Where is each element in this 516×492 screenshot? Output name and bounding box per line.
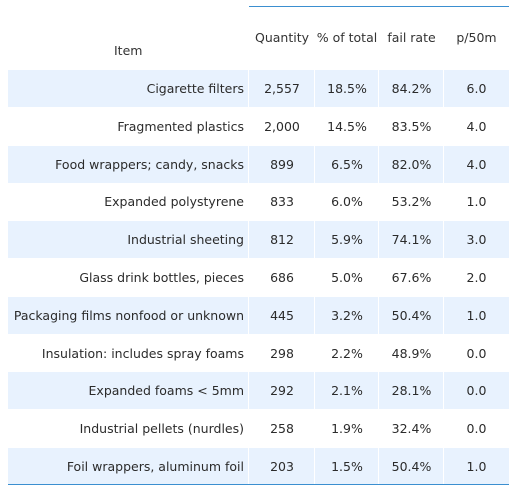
table-cell: 5.0% [331,270,363,285]
item-label: Expanded foams < 5mm [88,383,244,399]
table-cell: 18.5% [327,81,367,96]
table-cell: 2.1% [331,383,363,399]
column-separator [378,372,379,410]
table-row [8,372,509,410]
table-cell: 0.0 [466,383,487,399]
table-cell: 2.0 [466,270,487,285]
column-separator [443,448,444,485]
item-label: Packaging films nonfood or unknown [13,307,244,323]
table-cell: 50.4% [391,459,432,474]
table-cell: 3.0 [466,232,487,248]
column-separator [314,70,315,107]
column-separator [378,70,379,107]
item-label: Fragmented plastics [117,118,244,134]
table-cell: 203 [270,459,294,474]
table-cell: 74.1% [391,232,432,248]
header-item: Item [114,43,143,58]
column-separator [443,70,444,107]
table-row [8,70,509,107]
table-cell: 48.9% [391,345,432,361]
table-cell: 298 [270,345,294,361]
column-separator [314,372,315,410]
table-row [8,221,509,259]
column-separator [314,221,315,259]
item-label: Glass drink bottles, pieces [79,270,244,285]
table-bottom-rule [8,483,509,485]
item-label: Expanded polystyrene [104,194,244,210]
table-cell: 6.5% [331,156,363,172]
column-separator [248,221,249,259]
column-separator [378,296,379,334]
table-cell: 14.5% [327,118,367,134]
item-label: Cigarette filters [146,81,244,96]
item-label: Industrial sheeting [127,232,244,248]
item-label: Insulation: includes spray foams [41,345,244,361]
column-separator [443,145,444,183]
column-separator [443,221,444,259]
item-label: Food wrappers; candy, snacks [55,156,244,172]
item-label: Industrial pellets (nurdles) [79,421,244,437]
table-cell: 812 [270,232,294,248]
table-cell: 84.2% [391,81,432,96]
table-row [8,448,509,485]
column-separator [443,296,444,334]
table-cell: 4.0 [466,156,487,172]
table-cell: 67.6% [391,270,432,285]
table-cell: 2.2% [331,345,363,361]
table-cell: 28.1% [391,383,432,399]
table-cell: 292 [270,383,294,399]
table-cell: 3.2% [331,307,363,323]
table-cell: 53.2% [391,194,432,210]
column-separator [248,145,249,183]
table-cell: 2,557 [264,81,300,96]
column-separator [248,70,249,107]
table-cell: 4.0 [466,118,487,134]
header-p-50m: p/50m [456,30,497,45]
table-cell: 6.0 [466,81,487,96]
table-cell: 1.5% [331,459,363,474]
header-fail-rate: fail rate [387,30,436,45]
table-cell: 1.0 [466,194,487,210]
table-cell: 899 [270,156,294,172]
column-separator [314,296,315,334]
table-cell: 5.9% [331,232,363,248]
table-cell: 1.0 [466,459,487,474]
table-cell: 686 [270,270,294,285]
column-separator [378,448,379,485]
table-cell: 2,000 [264,118,300,134]
header-quantity: Quantity [254,30,310,45]
table-row [8,145,509,183]
column-separator [248,296,249,334]
table-cell: 0.0 [466,421,487,437]
column-separator [314,145,315,183]
table-cell: 1.9% [331,421,363,437]
table-cell: 83.5% [391,118,432,134]
table-cell: 0.0 [466,345,487,361]
column-separator [378,221,379,259]
table-cell: 32.4% [391,421,432,437]
table-cell: 445 [270,307,294,323]
header-of-total: % of total [316,30,378,45]
column-separator [248,448,249,485]
table-row [8,296,509,334]
table-cell: 6.0% [331,194,363,210]
table-cell: 1.0 [466,307,487,323]
table-cell: 50.4% [391,307,432,323]
column-separator [314,448,315,485]
column-separator [248,372,249,410]
item-label: Foil wrappers, aluminum foil [66,459,244,474]
table-cell: 82.0% [391,156,432,172]
table-cell: 258 [270,421,294,437]
table-top-rule [249,6,509,7]
column-separator [443,372,444,410]
column-separator [378,145,379,183]
table-cell: 833 [270,194,294,210]
